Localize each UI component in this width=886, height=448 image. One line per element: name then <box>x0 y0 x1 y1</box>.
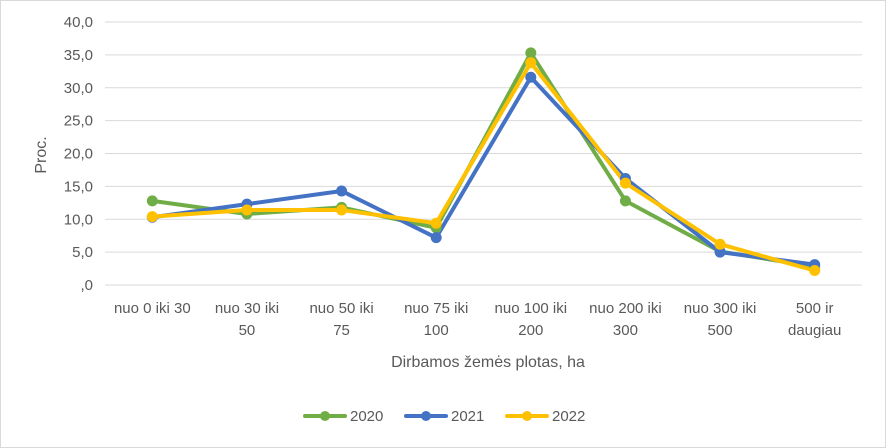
data-point-2022 <box>241 204 253 216</box>
data-point-2020 <box>619 195 631 207</box>
legend-swatch-marker <box>421 411 431 421</box>
x-tick-label-line: 500 <box>708 322 733 339</box>
x-tick-label-line: daugiau <box>788 322 841 339</box>
series-lines <box>150 50 817 273</box>
x-axis-title: Dirbamos žemės plotas, ha <box>391 354 585 371</box>
data-point-2022 <box>146 211 158 223</box>
legend-item-2022: 2022 <box>505 408 585 425</box>
x-tick-label-line: 50 <box>239 322 256 339</box>
x-tick-label: nuo 0 iki 30 <box>114 300 191 317</box>
x-tick-label: nuo 50 iki 75 <box>309 300 373 339</box>
y-tick-label: 30,0 <box>64 80 93 97</box>
x-tick-label-line: 300 <box>613 322 638 339</box>
y-tick-label: 5,0 <box>72 244 93 261</box>
x-tick-label: nuo 300 iki 500 <box>684 300 757 339</box>
x-tick-label: 500 ir daugiau <box>788 300 841 339</box>
x-tick-label-line: nuo 0 iki 30 <box>114 300 191 317</box>
x-tick-label-line: 100 <box>424 322 449 339</box>
series-line-2021 <box>150 75 817 267</box>
x-tick-label: nuo 75 iki 100 <box>404 300 468 339</box>
y-tick-label: 20,0 <box>64 146 93 163</box>
data-point-2022 <box>714 238 726 250</box>
legend-item-2021: 2021 <box>404 408 484 425</box>
y-tick-label: 10,0 <box>64 211 93 228</box>
data-point-2020 <box>525 47 537 59</box>
data-point-2022 <box>525 57 537 69</box>
x-tick-label-line: nuo 30 iki <box>215 300 279 317</box>
x-tick-label: nuo 30 iki 50 <box>215 300 279 339</box>
legend-item-2020: 2020 <box>303 408 383 425</box>
x-tick-label-line: 500 ir <box>796 300 834 317</box>
data-point-2022 <box>336 204 348 216</box>
legend-label: 2020 <box>350 408 383 425</box>
x-tick-label-line: 200 <box>518 322 543 339</box>
x-tick-label-line: nuo 50 iki <box>309 300 373 317</box>
x-tick-label-line: nuo 75 iki <box>404 300 468 317</box>
data-point-2022 <box>619 177 631 189</box>
data-point-2021 <box>336 185 348 197</box>
gridlines <box>105 21 862 286</box>
y-tick-label: 40,0 <box>64 14 93 31</box>
y-tick-label: 15,0 <box>64 178 93 195</box>
x-tick-label: nuo 200 iki 300 <box>589 300 662 339</box>
x-tick-label-line: nuo 200 iki <box>589 300 662 317</box>
legend-label: 2022 <box>552 408 585 425</box>
data-point-2021 <box>525 71 537 83</box>
legend-swatch-marker <box>320 411 330 421</box>
x-tick-label: nuo 100 iki 200 <box>495 300 568 339</box>
data-point-2022 <box>809 265 821 277</box>
data-point-2022 <box>430 217 442 229</box>
y-axis-title: Proc. <box>33 136 50 173</box>
x-tick-label-line: nuo 300 iki <box>684 300 757 317</box>
y-tick-label: 25,0 <box>64 113 93 130</box>
data-point-2020 <box>146 195 158 207</box>
x-tick-label-line: 75 <box>333 322 350 339</box>
y-tick-label: ,0 <box>80 277 93 294</box>
legend-label: 2021 <box>451 408 484 425</box>
y-axis-ticks: 40,0 35,0 30,0 25,0 20,0 15,0 10,0 5,0 ,0 <box>64 14 93 294</box>
series-markers <box>146 47 821 277</box>
series-line-2022 <box>150 60 817 273</box>
y-tick-label: 35,0 <box>64 47 93 64</box>
legend-swatch-marker <box>522 411 532 421</box>
data-point-2021 <box>430 232 442 244</box>
legend: 2020 2021 2022 <box>303 408 585 425</box>
x-tick-label-line: nuo 100 iki <box>495 300 568 317</box>
